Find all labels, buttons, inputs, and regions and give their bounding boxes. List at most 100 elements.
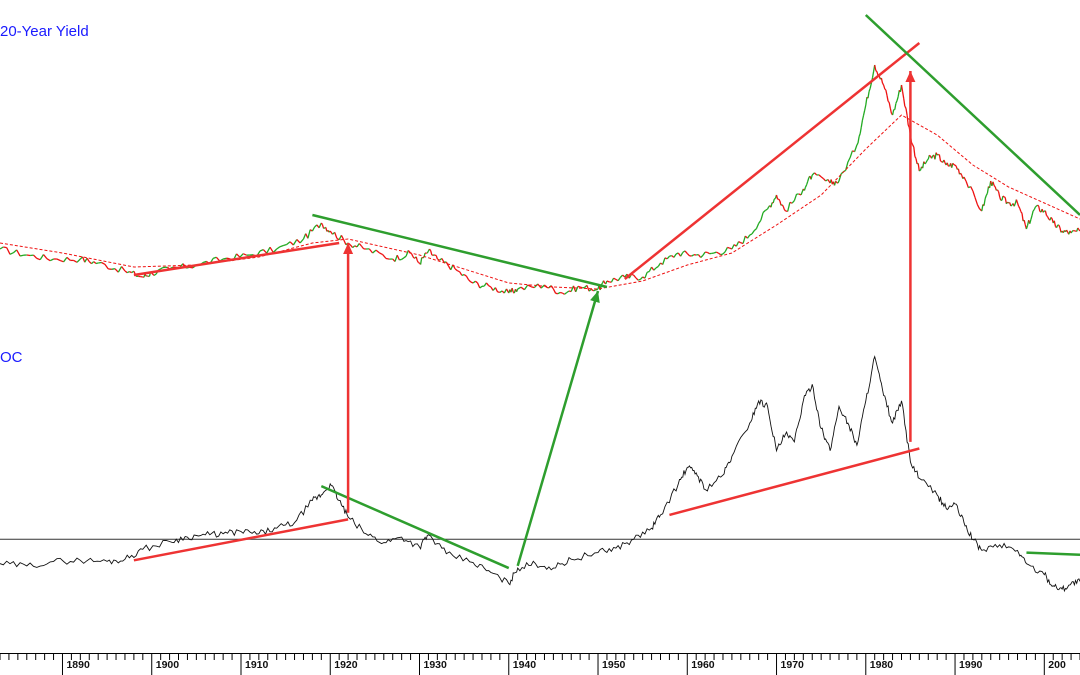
yield-segment <box>1050 216 1053 220</box>
yield-segment <box>432 254 435 256</box>
yield-segment <box>751 230 755 235</box>
yield-segment <box>755 223 760 229</box>
arrow-shaft <box>516 290 600 567</box>
yield-segment <box>114 268 119 273</box>
yield-segment <box>269 246 274 253</box>
yield-segment <box>352 245 356 249</box>
arrows-layer <box>343 71 916 567</box>
x-tick-label: 1980 <box>870 659 894 671</box>
yield-segment <box>527 284 532 288</box>
yield-segment <box>523 284 529 291</box>
x-tick-label: 200 <box>1048 659 1066 671</box>
yield-trendline <box>624 42 921 280</box>
yield-segment <box>858 133 861 137</box>
yield-segment <box>1053 220 1057 227</box>
yield-segment <box>847 157 851 163</box>
yield-segment <box>1036 204 1039 207</box>
yield-segment <box>928 154 931 157</box>
yield-segment <box>897 90 900 98</box>
yield-segment <box>334 232 338 239</box>
yield-segment <box>239 253 244 258</box>
yield-segment <box>299 238 304 244</box>
yield-segment <box>499 290 503 293</box>
yield-segment <box>804 184 808 188</box>
yield-segment <box>912 144 915 148</box>
yield-segment <box>918 169 921 172</box>
yield-segment <box>411 253 414 257</box>
yield-segment <box>1031 210 1034 216</box>
yield-segment <box>1004 197 1008 204</box>
yield-segment <box>789 201 793 204</box>
x-tick-label: 1950 <box>602 659 626 671</box>
yield-segment <box>236 253 241 258</box>
yield-segment <box>485 282 490 287</box>
x-tick-label: 1940 <box>513 659 537 671</box>
yield-segment <box>559 291 563 294</box>
yield-segment <box>358 243 362 247</box>
yield-segment <box>378 252 384 256</box>
x-tick-label: 1890 <box>66 659 90 671</box>
yield-segment <box>615 278 619 282</box>
yield-segment <box>610 277 615 283</box>
yield-segment <box>401 257 405 260</box>
yield-segment <box>338 235 342 240</box>
yield-segment <box>19 254 24 257</box>
yield-segment <box>111 268 116 270</box>
yield-segment <box>727 246 730 249</box>
yield-segment <box>101 261 106 265</box>
yield-segment <box>910 142 914 146</box>
yield-segment <box>564 291 568 295</box>
yield-segment <box>93 261 97 265</box>
yield-segment <box>891 109 895 116</box>
yield-segment <box>1034 205 1037 208</box>
yield-segment <box>1042 210 1045 213</box>
yield-segment <box>885 89 888 96</box>
yield-segment <box>465 275 470 281</box>
arrow-head <box>590 291 600 303</box>
yield-segment <box>603 280 606 284</box>
yield-segment <box>1032 209 1035 212</box>
yield-segment <box>396 254 400 261</box>
yield-segment <box>435 255 439 260</box>
yield-segment <box>405 250 409 257</box>
yield-segment <box>1066 229 1069 233</box>
yield-segment <box>36 257 41 261</box>
yield-segment <box>753 228 757 232</box>
yield-segment <box>394 254 398 262</box>
yield-segment <box>818 174 822 178</box>
yield-segment <box>996 189 998 191</box>
yield-segment <box>1033 206 1036 210</box>
yield-segment <box>289 241 294 246</box>
yield-segment <box>767 206 770 210</box>
yield-segment <box>311 226 316 232</box>
yield-trendline <box>133 241 340 277</box>
yield-segment <box>63 257 68 263</box>
yield-segment <box>864 104 867 111</box>
yield-segment <box>926 158 929 161</box>
yield-segment <box>619 274 624 278</box>
yield-segment <box>98 261 102 264</box>
yield-segment <box>588 288 592 292</box>
oc-trendline <box>669 447 920 517</box>
yield-segment <box>479 285 483 289</box>
yield-segment <box>970 186 974 192</box>
yield-segment <box>682 250 686 253</box>
yield-segment <box>880 77 884 84</box>
yield-segment <box>780 204 783 206</box>
yield-segment <box>896 96 899 101</box>
yield-segment <box>857 136 860 144</box>
yield-segment <box>901 91 905 99</box>
yield-segment <box>1046 215 1049 218</box>
yield-segment <box>639 276 644 280</box>
yield-segment <box>1001 195 1004 201</box>
yield-segment <box>861 114 865 121</box>
yield-segment <box>121 266 126 272</box>
yield-segment <box>868 88 871 92</box>
yield-segment <box>800 188 804 196</box>
yield-trendline <box>312 213 608 289</box>
x-axis: 1890 1900 1910 1920 1930 1940 1950 1960 1970 1980… <box>0 653 1080 675</box>
yield-segment <box>577 285 581 288</box>
yield-segment <box>943 159 946 164</box>
yield-segment <box>773 197 776 200</box>
yield-segment <box>461 273 465 277</box>
